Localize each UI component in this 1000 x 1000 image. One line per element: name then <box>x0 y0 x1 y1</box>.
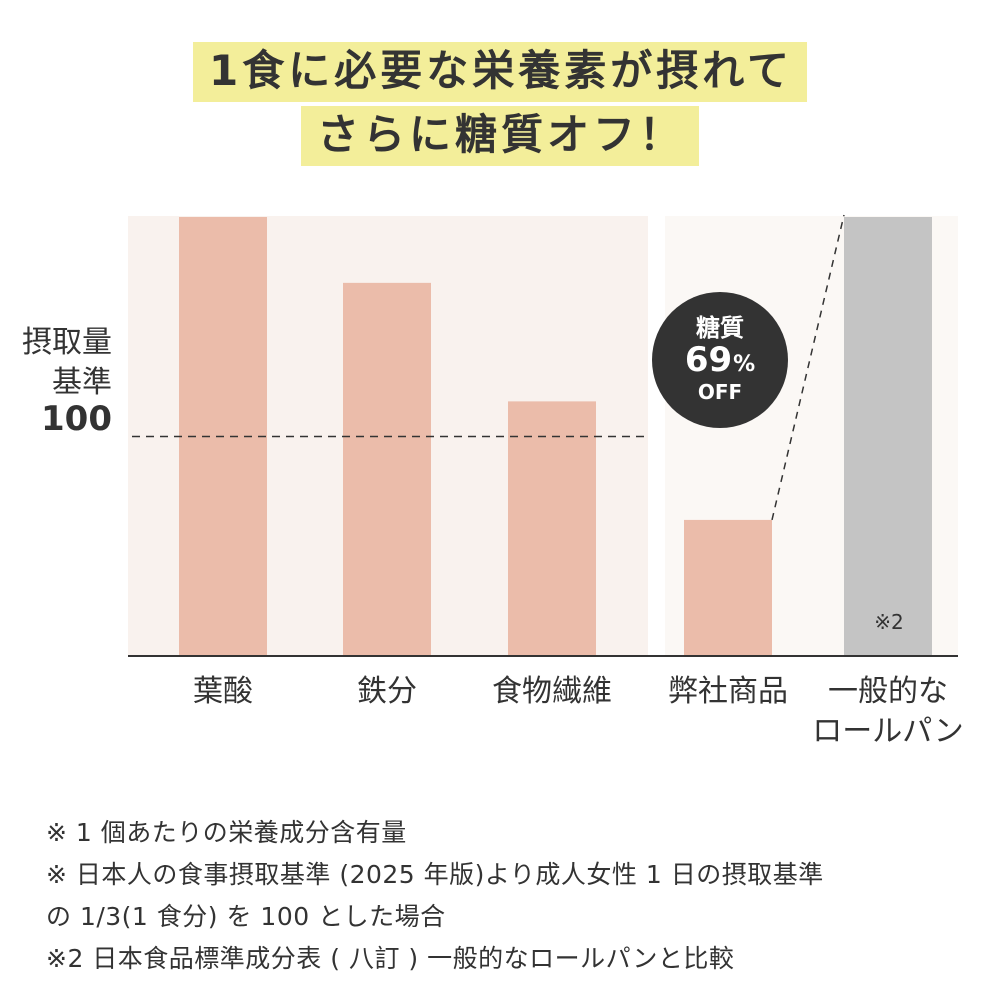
category-label: 一般的な ロールパン <box>803 672 973 752</box>
footnote-2: ※ 日本人の食事摂取基準 (2025 年版)より成人女性 1 日の摂取基準 <box>46 860 824 889</box>
bar-note-mark: ※2 <box>874 610 904 634</box>
badge-off-text: OFF <box>697 380 743 404</box>
category-label-line: 食物繊維 <box>492 674 612 709</box>
bar <box>343 282 431 656</box>
footnote-3: ※2 日本食品標準成分表 ( 八訂 ) 一般的なロールパンと比較 <box>46 944 735 973</box>
bar-chart <box>128 214 958 657</box>
category-label: 食物繊維 <box>467 672 637 712</box>
footnote-1: ※ 1 個あたりの栄養成分含有量 <box>46 818 407 847</box>
category-label: 弊社商品 <box>643 672 813 712</box>
badge-percentage: 69% <box>684 340 756 380</box>
title-line-1: 1食に必要な栄養素が摂れて <box>193 42 807 103</box>
category-label-line: ロールパン <box>812 714 964 749</box>
bar <box>844 217 932 656</box>
badge-label: 糖質 <box>696 314 744 342</box>
category-label-line: 葉酸 <box>193 674 253 709</box>
bar <box>508 401 596 656</box>
category-label-line: 一般的な <box>828 674 948 709</box>
bar <box>684 519 772 656</box>
comparison-connector <box>771 214 845 521</box>
category-label-line: 弊社商品 <box>668 674 788 709</box>
reference-value-label: 100 <box>41 399 112 439</box>
carb-off-badge: 糖質 69% OFF <box>652 292 788 428</box>
footnotes: ※ 1 個あたりの栄養成分含有量 ※ 日本人の食事摂取基準 (2025 年版)よ… <box>46 812 976 980</box>
category-label: 鉄分 <box>302 672 472 712</box>
category-label: 葉酸 <box>138 672 308 712</box>
category-label-line: 鉄分 <box>357 674 417 709</box>
y-axis-label-line-1: 摂取量 <box>22 325 112 360</box>
y-axis-label-line-2: 基準 <box>52 365 112 400</box>
footnote-2-continued: の 1/3(1 食分) を 100 とした場合 <box>46 902 446 931</box>
title-line-2: さらに糖質オフ！ <box>300 106 700 167</box>
